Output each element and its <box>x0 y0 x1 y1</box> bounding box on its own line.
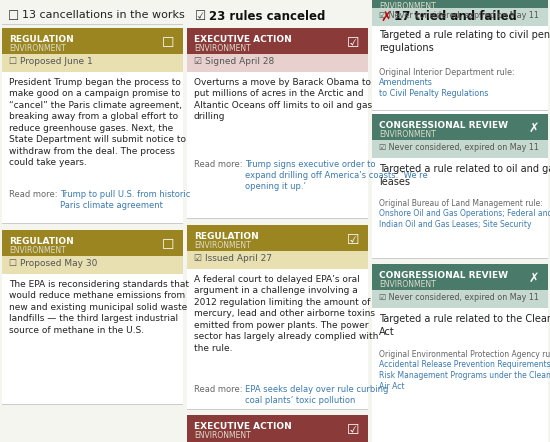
Text: ENVIRONMENT: ENVIRONMENT <box>194 241 251 250</box>
Bar <box>2 404 183 405</box>
Text: 23 rules canceled: 23 rules canceled <box>209 10 326 23</box>
Text: 13 cancellations in the works: 13 cancellations in the works <box>22 10 185 20</box>
Text: ☑ Issued April 27: ☑ Issued April 27 <box>194 254 272 263</box>
Text: ☑ Never considered, expired on May 11: ☑ Never considered, expired on May 11 <box>379 293 539 302</box>
Bar <box>372 264 548 442</box>
Text: Read more:: Read more: <box>9 190 60 199</box>
Bar <box>2 256 183 274</box>
Text: ENVIRONMENT: ENVIRONMENT <box>9 44 66 53</box>
Text: ENVIRONMENT: ENVIRONMENT <box>194 44 251 53</box>
Bar <box>372 110 548 111</box>
Text: ENVIRONMENT: ENVIRONMENT <box>379 280 436 289</box>
Bar <box>2 28 183 223</box>
Bar <box>187 28 368 54</box>
Text: ☐: ☐ <box>162 36 174 50</box>
Bar <box>372 264 548 290</box>
Text: Targeted a rule relating to civil penalty
regulations: Targeted a rule relating to civil penalt… <box>379 30 550 53</box>
Bar <box>372 8 548 26</box>
Text: Amendments
to Civil Penalty Regulations: Amendments to Civil Penalty Regulations <box>379 78 488 98</box>
Text: ENVIRONMENT: ENVIRONMENT <box>194 431 251 440</box>
Bar <box>187 28 368 218</box>
Text: Read more:: Read more: <box>194 385 245 394</box>
Text: Accidental Release Prevention Requirements:
Risk Management Programs under the C: Accidental Release Prevention Requiremen… <box>379 360 550 391</box>
Bar <box>372 24 548 25</box>
Text: ☑: ☑ <box>346 233 359 247</box>
Text: CONGRESSIONAL REVIEW: CONGRESSIONAL REVIEW <box>379 121 508 130</box>
Bar <box>2 54 183 72</box>
Text: ☑ Never considered, expired on May 11: ☑ Never considered, expired on May 11 <box>379 143 539 152</box>
Text: ENVIRONMENT: ENVIRONMENT <box>9 246 66 255</box>
Bar <box>372 114 548 259</box>
Text: A federal court to delayed EPA’s oral
argument in a challenge involving a
2012 r: A federal court to delayed EPA’s oral ar… <box>194 275 378 353</box>
Text: EXECUTIVE ACTION: EXECUTIVE ACTION <box>194 35 292 44</box>
Bar <box>2 230 183 256</box>
Bar <box>2 223 183 224</box>
Text: REGULATION: REGULATION <box>194 232 258 241</box>
Bar <box>187 218 368 219</box>
Bar <box>372 26 548 126</box>
Text: Overturns a move by Barack Obama to
put millions of acres in the Arctic and
Alta: Overturns a move by Barack Obama to put … <box>194 78 372 122</box>
Bar <box>372 258 548 259</box>
Bar <box>187 251 368 269</box>
Bar <box>187 225 368 251</box>
Text: The EPA is reconsidering standards that
would reduce methane emissions from
new : The EPA is reconsidering standards that … <box>9 280 189 335</box>
Text: Original Interior Department rule:: Original Interior Department rule: <box>379 68 517 77</box>
Bar <box>2 28 183 54</box>
Bar <box>372 0 548 8</box>
Text: ☐ Proposed May 30: ☐ Proposed May 30 <box>9 259 97 268</box>
Text: ENVIRONMENT: ENVIRONMENT <box>379 130 436 139</box>
Bar <box>187 54 368 72</box>
Text: REGULATION: REGULATION <box>9 35 74 44</box>
Text: ☐ Proposed June 1: ☐ Proposed June 1 <box>9 57 93 66</box>
Text: ✗: ✗ <box>380 10 392 24</box>
Bar <box>372 290 548 308</box>
Text: Trump to pull U.S. from historic
Paris climate agreement: Trump to pull U.S. from historic Paris c… <box>60 190 190 210</box>
Text: Original Environmental Protection Agency rule:: Original Environmental Protection Agency… <box>379 350 550 359</box>
Bar <box>372 140 548 158</box>
Text: CONGRESSIONAL REVIEW: CONGRESSIONAL REVIEW <box>379 271 508 280</box>
Text: ☑ Signed April 28: ☑ Signed April 28 <box>194 57 274 66</box>
Text: President Trump began the process to
make good on a campaign promise to
“cancel”: President Trump began the process to mak… <box>9 78 186 167</box>
Bar <box>2 24 183 25</box>
Text: ☑ Never considered, expired on May 11: ☑ Never considered, expired on May 11 <box>379 11 539 20</box>
Text: Targeted a rule related to the Clean Air
Act: Targeted a rule related to the Clean Air… <box>379 314 550 337</box>
Text: ✗: ✗ <box>529 272 539 285</box>
Text: ✗: ✗ <box>529 122 539 135</box>
Text: Trump signs executive order to
expand drilling off America’s coasts: ‘We’re
open: Trump signs executive order to expand dr… <box>245 160 428 191</box>
Text: 17 tried and failed: 17 tried and failed <box>394 10 517 23</box>
Text: Read more:: Read more: <box>194 160 245 169</box>
Text: ☐: ☐ <box>162 238 174 252</box>
Text: ☑: ☑ <box>346 423 359 437</box>
Text: REGULATION: REGULATION <box>9 237 74 246</box>
Bar <box>372 114 548 140</box>
Text: ENVIRONMENT: ENVIRONMENT <box>379 2 436 11</box>
Text: EXECUTIVE ACTION: EXECUTIVE ACTION <box>194 422 292 431</box>
Bar <box>187 415 368 442</box>
Text: Onshore Oil and Gas Operations; Federal and
Indian Oil and Gas Leases; Site Secu: Onshore Oil and Gas Operations; Federal … <box>379 209 550 229</box>
Text: ☐: ☐ <box>8 10 19 23</box>
Text: Original Bureau of Land Management rule:: Original Bureau of Land Management rule: <box>379 199 545 208</box>
Bar <box>2 230 183 405</box>
Bar <box>187 225 368 410</box>
Text: ☑: ☑ <box>346 36 359 50</box>
Bar <box>187 409 368 410</box>
Text: ☑: ☑ <box>195 10 206 23</box>
Text: EPA seeks delay over rule curbing
coal plants’ toxic pollution: EPA seeks delay over rule curbing coal p… <box>245 385 388 405</box>
Text: Targeted a rule related to oil and gas
leases: Targeted a rule related to oil and gas l… <box>379 164 550 187</box>
